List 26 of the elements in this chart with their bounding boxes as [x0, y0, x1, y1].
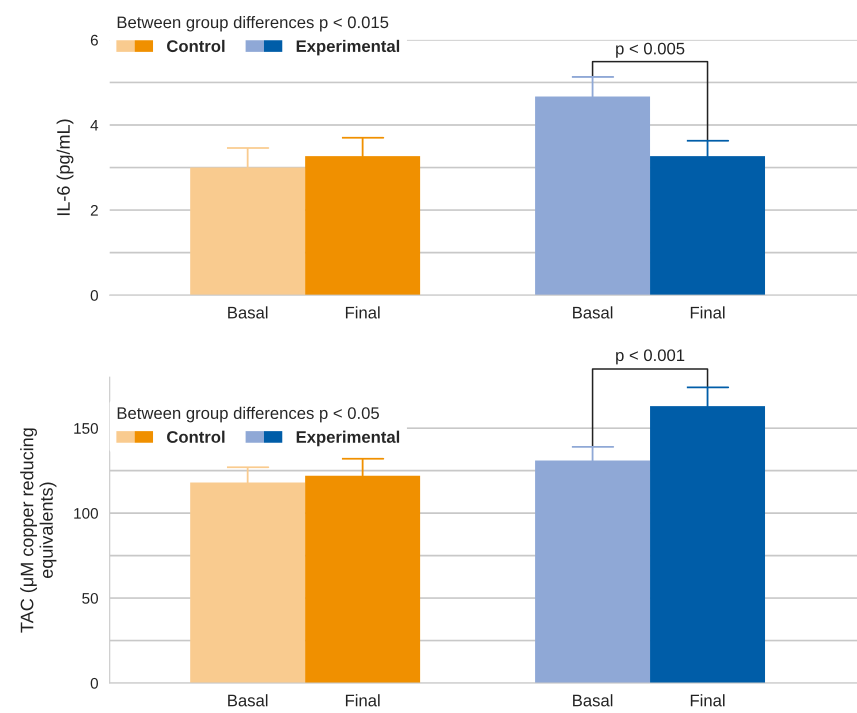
legend-title: Between group differences p < 0.015 — [118, 16, 388, 32]
legend-title: Between group differences p < 0.05 — [118, 406, 379, 422]
y-tick-label: 0 — [90, 678, 98, 689]
x-tick-label: Final — [346, 694, 380, 706]
y-tick-label: 100 — [74, 508, 98, 519]
x-tick-label: Final — [690, 306, 724, 319]
x-tick-label: Basal — [573, 694, 612, 706]
text: p < 0.001 — [616, 349, 684, 364]
annotation: p < 0.005 — [616, 42, 684, 58]
legend-label: Control — [167, 430, 224, 443]
x-tick-label: Basal — [228, 694, 268, 706]
y-axis-title: IL-6 (pg/mL) — [56, 120, 74, 216]
x-tick-label: Final — [690, 694, 724, 706]
x-tick-label: Basal — [228, 306, 268, 319]
x-tick-label: Basal — [573, 306, 612, 319]
x-tick-label: Final — [346, 306, 380, 319]
y-axis-title: TAC (μM copper reducing equivalents) — [20, 428, 56, 633]
y-tick-label: 6 — [90, 34, 98, 46]
y-tick-label: 0 — [90, 290, 98, 301]
y-tick-label: 4 — [90, 120, 98, 131]
y-tick-label: 50 — [82, 592, 98, 604]
y-tick-label: 2 — [90, 204, 98, 216]
y-tick-label: 150 — [74, 423, 98, 434]
legend-label: Control — [167, 40, 224, 52]
legend-label: Experimental — [296, 430, 400, 446]
legend-label: Experimental — [296, 40, 400, 56]
